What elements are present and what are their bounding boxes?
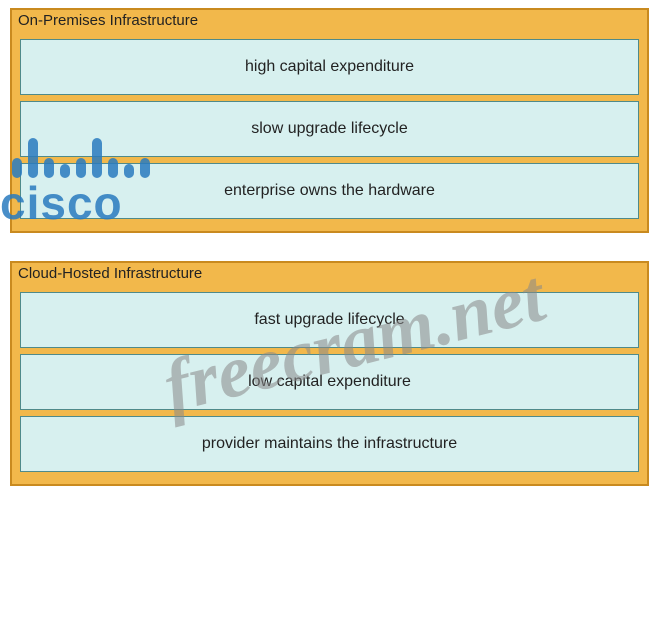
panel-title: Cloud-Hosted Infrastructure — [12, 263, 647, 288]
panel-item: low capital expenditure — [20, 354, 639, 410]
panel-item: high capital expenditure — [20, 39, 639, 95]
panel-title: On-Premises Infrastructure — [12, 10, 647, 35]
panel-cloud-hosted: Cloud-Hosted Infrastructure fast upgrade… — [10, 261, 649, 486]
panel-item: fast upgrade lifecycle — [20, 292, 639, 348]
panel-item: enterprise owns the hardware — [20, 163, 639, 219]
panel-item: slow upgrade lifecycle — [20, 101, 639, 157]
panel-item: provider maintains the infrastructure — [20, 416, 639, 472]
panel-on-premises: On-Premises Infrastructure high capital … — [10, 8, 649, 233]
